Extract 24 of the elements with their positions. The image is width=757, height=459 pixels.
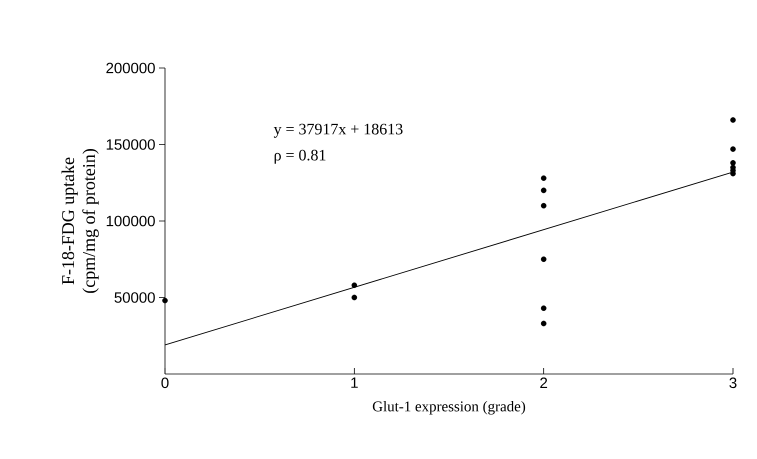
y-tick-label: 50000 — [114, 292, 155, 303]
x-tick-label: 3 — [729, 378, 737, 388]
point — [540, 202, 546, 208]
x-axis-title: Glut-1 expression (grade) — [372, 400, 526, 415]
point — [730, 146, 736, 152]
x-tick-label: 0 — [161, 378, 169, 388]
y-axis-title: F-18-FDG uptake (cpm/mg of protein) — [62, 149, 99, 293]
y-tick-label: 100000 — [106, 216, 155, 226]
annotation: ρ = 0.81 — [274, 150, 326, 164]
y-tick-label: 150000 — [106, 139, 155, 150]
point — [540, 305, 546, 311]
point — [352, 294, 358, 300]
y-tick-label: 200000 — [106, 62, 155, 74]
point — [162, 298, 168, 304]
point — [352, 282, 358, 288]
point — [730, 117, 736, 123]
annotation: y = 37917x + 18613 — [274, 124, 403, 138]
x-tick-label: 2 — [540, 378, 548, 388]
point — [540, 188, 546, 194]
x-tick-label: 1 — [351, 378, 358, 388]
point — [730, 160, 736, 166]
point — [540, 256, 546, 262]
point — [540, 175, 546, 181]
point — [540, 320, 546, 326]
